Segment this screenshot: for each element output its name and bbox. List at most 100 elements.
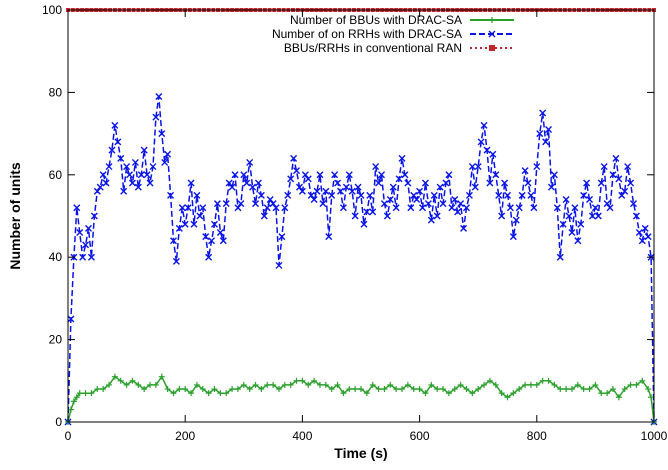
data-point — [401, 171, 409, 179]
data-point — [231, 171, 239, 179]
data-point — [319, 200, 327, 208]
y-tick-label: 80 — [49, 85, 63, 99]
data-point — [468, 163, 476, 171]
data-point — [141, 386, 148, 393]
data-point — [143, 171, 151, 179]
data-point — [615, 394, 622, 401]
data-point — [460, 224, 468, 232]
data-point — [211, 220, 218, 228]
data-point — [117, 377, 124, 384]
data-point — [102, 179, 110, 187]
data-point — [457, 200, 465, 208]
data-point — [199, 204, 207, 212]
data-point — [313, 187, 321, 195]
data-point — [234, 204, 242, 212]
data-point — [170, 390, 177, 397]
data-point — [559, 220, 567, 228]
data-point — [140, 146, 148, 154]
data-point — [131, 158, 139, 166]
data-point — [275, 386, 282, 393]
data-point — [176, 386, 183, 393]
data-point — [598, 390, 605, 397]
data-point — [158, 130, 166, 138]
data-point — [328, 191, 336, 199]
data-point — [339, 204, 347, 212]
data-point — [135, 381, 142, 388]
data-point — [644, 233, 652, 241]
data-point — [530, 204, 538, 212]
data-point — [167, 191, 175, 199]
data-point — [591, 204, 599, 212]
data-point — [386, 196, 394, 204]
data-point — [369, 381, 376, 388]
data-point — [404, 381, 411, 388]
data-point — [489, 45, 495, 51]
data-point — [357, 191, 365, 199]
data-point — [263, 204, 271, 212]
data-point — [120, 187, 128, 195]
data-point — [94, 386, 101, 393]
data-point — [483, 146, 491, 154]
data-point — [457, 381, 464, 388]
data-point — [498, 212, 506, 220]
data-point — [489, 150, 497, 158]
legend-label: Number of BBUs with DRAC-SA — [290, 13, 462, 27]
series-0 — [65, 373, 657, 425]
data-point — [249, 183, 257, 191]
data-point — [169, 237, 177, 245]
data-point — [421, 179, 429, 187]
data-point — [475, 386, 482, 393]
data-point — [213, 200, 221, 208]
data-point — [436, 183, 444, 191]
series-line — [67, 96, 655, 423]
data-point — [398, 154, 406, 162]
data-point — [304, 175, 312, 183]
x-tick-label: 800 — [527, 429, 547, 443]
data-point — [445, 171, 453, 179]
data-point — [295, 183, 303, 191]
data-point — [440, 386, 447, 393]
data-point — [521, 167, 529, 175]
data-point — [164, 386, 171, 393]
data-point — [352, 386, 359, 393]
data-point — [243, 179, 251, 187]
data-point — [293, 377, 300, 384]
data-point — [563, 386, 570, 393]
data-point — [88, 390, 95, 397]
data-point — [287, 175, 295, 183]
data-point — [465, 191, 473, 199]
data-point — [375, 179, 383, 187]
data-point — [504, 191, 511, 199]
data-point — [105, 163, 113, 171]
data-point — [621, 187, 629, 195]
data-point — [641, 224, 649, 232]
data-point — [489, 17, 495, 23]
data-point — [410, 191, 418, 199]
data-point — [67, 406, 74, 413]
y-tick-label: 0 — [55, 415, 62, 429]
data-point — [416, 386, 423, 393]
data-point — [597, 179, 605, 187]
data-point — [196, 212, 204, 220]
data-point — [369, 208, 377, 216]
data-point — [504, 394, 511, 401]
data-point — [316, 171, 324, 179]
data-point — [389, 183, 397, 191]
data-point — [82, 390, 89, 397]
data-point — [129, 377, 136, 384]
data-point — [424, 200, 432, 208]
data-point — [609, 386, 616, 393]
data-point — [522, 381, 529, 388]
data-point — [492, 381, 499, 388]
y-tick-label: 100 — [42, 3, 62, 17]
data-point — [492, 171, 500, 179]
data-point — [574, 237, 582, 245]
data-point — [208, 237, 216, 245]
data-point — [469, 390, 476, 397]
data-point — [451, 196, 459, 204]
data-point — [539, 109, 547, 117]
data-point — [539, 377, 546, 384]
data-point — [182, 386, 189, 393]
